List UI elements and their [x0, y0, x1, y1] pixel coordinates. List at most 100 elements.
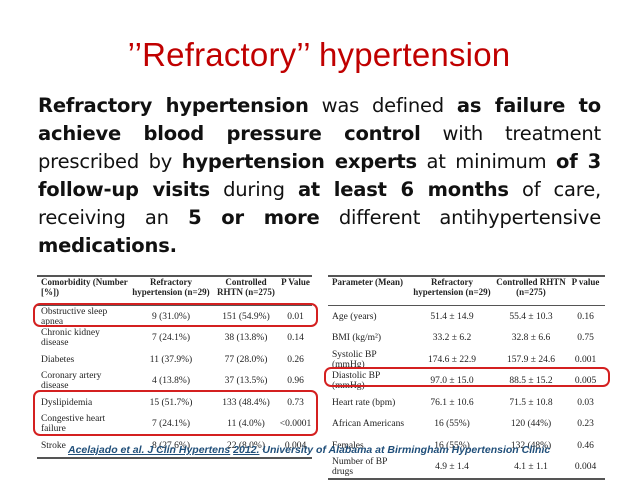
- table-header-row: Parameter (Mean) Refractory hypertension…: [328, 275, 605, 306]
- table-cell: 51.4 ± 14.9: [430, 311, 474, 322]
- definition-emphasis: hypertension experts: [181, 150, 417, 173]
- table-cell: 97.0 ± 15.0: [430, 376, 474, 387]
- definition-text: with treatment prescribed by: [38, 122, 601, 173]
- slide-title: ’’Refractory’’ hypertension: [127, 36, 511, 73]
- column-header: Comorbidity (Number [%]): [37, 275, 129, 306]
- table-cell: 157.9 ± 24.6: [507, 354, 555, 365]
- table-cell: Females: [332, 440, 364, 451]
- table-cell: 22 (8.0%): [213, 435, 279, 459]
- definition-emphasis: medications.: [38, 234, 177, 257]
- table-row: African Americans 16 (55%) 120 (44%) 0.23: [328, 414, 605, 436]
- table-row: Age (years) 51.4 ± 14.9 55.4 ± 10.3 0.16: [328, 306, 605, 328]
- table-cell: 0.73: [287, 397, 304, 408]
- table-cell: BMI (kg/m²): [332, 333, 382, 344]
- table-cell: 88.5 ± 15.2: [509, 376, 553, 387]
- table-cell: 9 (31.0%): [152, 311, 190, 322]
- table-cell: 0.26: [287, 354, 304, 365]
- table-cell: Chronic kidney disease: [41, 328, 100, 349]
- table-cell: Stroke: [37, 435, 129, 459]
- table-header-row: Comorbidity (Number [%]) Refractory hype…: [37, 275, 312, 306]
- definition-emphasis: of 3 follow-up visits: [38, 150, 601, 201]
- column-header: Refractory hypertension (n=29): [408, 275, 496, 306]
- table-cell: 4.1 ± 1.1: [496, 456, 566, 480]
- table-cell: African Americans: [332, 419, 405, 430]
- table-cell: 0.46: [577, 440, 594, 451]
- citation-source: University of Alabama at Birmingham Hype…: [259, 444, 551, 456]
- table-row: BMI (kg/m²) 33.2 ± 6.2 32.8 ± 6.6 0.75: [328, 328, 605, 350]
- table-cell: Number of BP drugs: [328, 456, 408, 480]
- definition-text: during: [209, 178, 298, 201]
- table-row: Coronary artery disease 4 (13.8%) 37 (13.5…: [37, 371, 312, 393]
- table-cell: 55.4 ± 10.3: [509, 311, 553, 322]
- definition-text: was defined: [308, 94, 457, 117]
- table-row: Number of BP drugs 4.9 ± 1.4 4.1 ± 1.1 0.00…: [328, 456, 605, 480]
- table-cell: Diabetes: [41, 354, 75, 365]
- column-header: Controlled RHTN (n=275): [496, 275, 566, 306]
- citation-link[interactable]: Acelajado et al. J Clin Hypertens: [68, 444, 231, 456]
- table-cell: 76.1 ± 10.6: [430, 397, 474, 408]
- definition-term: Refractory hypertension: [38, 94, 309, 117]
- table-cell: 0.01: [287, 311, 304, 322]
- table-cell: 120 (44%): [510, 419, 552, 430]
- table-cell: 7 (24.1%): [152, 333, 190, 344]
- table-cell: 0.005: [574, 376, 597, 387]
- column-header: P value: [566, 275, 605, 306]
- table-cell: 0.004: [279, 435, 312, 459]
- definition-emphasis: 5 or more: [188, 206, 320, 229]
- table-cell: Age (years): [332, 311, 377, 322]
- table-cell: Dyslipidemia: [41, 397, 93, 408]
- table-row: Congestive heart failure 7 (24.1%) 11 (4.0…: [37, 414, 312, 436]
- table-cell: 4.9 ± 1.4: [408, 456, 496, 480]
- column-header: Refractory hypertension (n=29): [129, 275, 213, 306]
- table-cell: 16 (55%): [434, 419, 470, 430]
- column-header: Controlled RHTN (n=275): [213, 275, 279, 306]
- table-cell: 133 (48.4%): [222, 397, 270, 408]
- table-cell: 0.16: [577, 311, 594, 322]
- table-cell: Congestive heart failure: [41, 414, 106, 435]
- table-cell: 15 (51.7%): [149, 397, 193, 408]
- comorbidity-table: Comorbidity (Number [%]) Refractory hype…: [37, 275, 312, 459]
- highlight-box-chf-stroke: [33, 390, 318, 436]
- table-cell: Obstructive sleep apnea: [41, 306, 108, 327]
- table-cell: 7 (24.1%): [152, 419, 190, 430]
- citation-year: 2012.: [233, 444, 260, 456]
- table-cell: 151 (54.9%): [222, 311, 270, 322]
- definition-emphasis: as failure to achieve blood pressure con…: [38, 94, 602, 145]
- table-cell: 0.96: [287, 376, 304, 387]
- table-cell: 37 (13.5%): [224, 376, 268, 387]
- definition-paragraph: Refractory hypertension was defined as f…: [38, 92, 601, 260]
- table-cell: <0.0001: [279, 419, 312, 430]
- table-cell: Heart rate (bpm): [332, 397, 396, 408]
- definition-text: different antihypertensive: [319, 206, 602, 229]
- definition-text: at minimum: [416, 150, 556, 173]
- table-cell: 71.5 ± 10.8: [509, 397, 553, 408]
- table-cell: 0.14: [287, 333, 304, 344]
- table-row: Stroke 8 (27.6%) 22 (8.0%) 0.004: [37, 435, 312, 459]
- table-cell: 11 (4.0%): [227, 419, 265, 430]
- table-cell: 0.75: [577, 333, 594, 344]
- table-cell: 132 (48%): [510, 440, 552, 451]
- definition-text: of care, receiving an: [38, 178, 601, 229]
- column-header: P Value: [279, 275, 312, 306]
- citation: Acelajado et al. J Clin Hypertens 2012. …: [68, 444, 550, 456]
- table-row: Diabetes 11 (37.9%) 77 (28.0%) 0.26: [37, 349, 312, 371]
- table-row: Heart rate (bpm) 76.1 ± 10.6 71.5 ± 10.8 0.…: [328, 392, 605, 414]
- table-cell: 11 (37.9%): [149, 354, 193, 365]
- table-cell: 32.8 ± 6.6: [511, 333, 551, 344]
- table-cell: Systolic BP (mmHg): [332, 349, 377, 370]
- table-row: Dyslipidemia 15 (51.7%) 133 (48.4%) 0.73: [37, 392, 312, 414]
- table-row: Obstructive sleep apnea 9 (31.0%) 151 (54.…: [37, 306, 312, 328]
- table-cell: 0.03: [577, 397, 594, 408]
- table-cell: 0.004: [566, 456, 605, 480]
- table-cell: 174.6 ± 22.9: [428, 354, 476, 365]
- table-cell: 0.001: [574, 354, 597, 365]
- table-cell: 4 (13.8%): [152, 376, 190, 387]
- table-cell: 38 (13.8%): [224, 333, 268, 344]
- table-cell: 0.23: [577, 419, 594, 430]
- highlight-box-heart-rate: [324, 367, 610, 387]
- highlight-box-sleep-apnea: [33, 303, 318, 327]
- table-row: Females 16 (55%) 132 (48%) 0.46: [328, 435, 605, 457]
- column-header: Parameter (Mean): [328, 275, 408, 306]
- parameter-table: Parameter (Mean) Refractory hypertension…: [328, 275, 605, 480]
- table-cell: 8 (27.6%): [129, 435, 213, 459]
